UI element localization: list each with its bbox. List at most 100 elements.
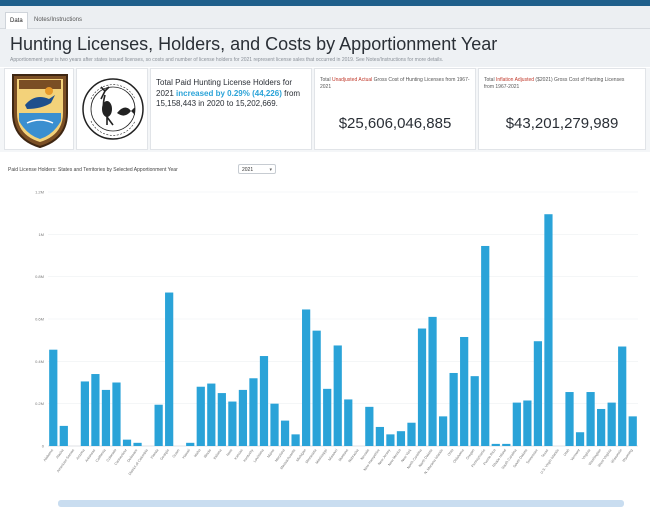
x-tick-label: District of Columbia — [128, 448, 149, 476]
bar[interactable] — [80, 381, 89, 446]
bar[interactable] — [375, 426, 384, 446]
x-tick-label: Maine — [266, 448, 275, 458]
bar[interactable] — [270, 403, 279, 446]
y-tick-label: 0.2M — [35, 401, 44, 406]
year-select[interactable]: 2021 ▾ — [238, 164, 276, 174]
kpi-holders-change: increased by 0.29% (44,226) — [176, 88, 282, 98]
tab-notes-instructions[interactable]: Notes/Instructions — [34, 17, 83, 23]
bar[interactable] — [196, 386, 205, 446]
year-select-value: 2021 — [242, 167, 254, 173]
bar[interactable] — [502, 443, 511, 446]
y-tick-label: 0.8M — [35, 274, 44, 279]
usfws-logo-card — [4, 68, 74, 150]
y-tick-label: 1M — [38, 232, 44, 237]
bar[interactable] — [122, 439, 132, 446]
x-tick-label: Ohio — [447, 448, 455, 457]
x-tick-label: Nebraska — [348, 448, 360, 463]
kpi-adjusted-label-suffix: ($2021) Gross Cost of Hunting Licenses f… — [484, 77, 625, 90]
bar[interactable] — [575, 432, 585, 446]
bar[interactable] — [165, 292, 174, 446]
page-title: Hunting Licenses, Holders, and Costs by … — [10, 34, 498, 54]
bar[interactable] — [396, 431, 406, 446]
x-tick-label: Delaware — [126, 448, 138, 463]
bar[interactable] — [291, 434, 300, 446]
kpi-row: Total Paid Hunting License Holders for 2… — [0, 68, 650, 152]
x-tick-label: Wyoming — [622, 448, 634, 463]
x-tick-label: Utah — [563, 448, 571, 457]
x-tick-label: Indiana — [213, 448, 223, 460]
bar[interactable] — [238, 389, 248, 446]
bar[interactable] — [481, 245, 490, 446]
wsfr-logo-card — [76, 68, 148, 150]
bar[interactable] — [449, 372, 458, 446]
chart-scrollbar-thumb[interactable] — [58, 500, 624, 507]
bar[interactable] — [618, 346, 627, 446]
bar[interactable] — [460, 336, 469, 446]
bar[interactable] — [407, 422, 416, 446]
bar[interactable] — [438, 416, 448, 446]
kpi-adjusted-label: Total Inflation Adjusted ($2021) Gross C… — [484, 77, 634, 91]
bar[interactable] — [280, 420, 290, 446]
bar[interactable] — [323, 388, 332, 446]
x-tick-label: Arizona — [75, 448, 85, 460]
bar[interactable] — [228, 401, 237, 446]
bar[interactable] — [565, 392, 574, 446]
x-tick-label: Iowa — [226, 448, 234, 457]
usfws-seal-icon — [12, 74, 68, 149]
y-tick-label: 1.2M — [35, 190, 44, 195]
bar[interactable] — [417, 328, 427, 446]
kpi-holders-suffix: from 15,158,443 in 2020 to 15,202,669. — [156, 88, 301, 109]
bar[interactable] — [186, 442, 195, 446]
bar[interactable] — [249, 378, 258, 446]
bar[interactable] — [49, 349, 58, 446]
bar[interactable] — [217, 393, 226, 446]
kpi-holders-prefix: Total Paid Hunting License Holders for 2… — [156, 78, 293, 98]
x-tick-label: Nevada — [360, 448, 370, 460]
bar[interactable] — [101, 389, 111, 446]
page-subtitle: Apportionment year is two years after st… — [10, 57, 444, 63]
bar[interactable] — [365, 406, 374, 446]
bar[interactable] — [333, 345, 342, 446]
page-header: Hunting Licenses, Holders, and Costs by … — [0, 29, 650, 67]
bar[interactable] — [302, 309, 311, 446]
bar[interactable] — [386, 434, 395, 446]
bar[interactable] — [207, 383, 216, 446]
bar[interactable] — [428, 316, 437, 446]
bar[interactable] — [512, 402, 521, 446]
kpi-adjusted-cost: Total Inflation Adjusted ($2021) Gross C… — [478, 68, 646, 150]
bar[interactable] — [628, 416, 637, 446]
top-bar — [0, 0, 650, 6]
tab-data[interactable]: Data — [5, 12, 28, 29]
bar[interactable] — [470, 376, 479, 446]
bar[interactable] — [344, 399, 353, 446]
x-tick-label: Texas — [541, 448, 550, 458]
bar[interactable] — [59, 425, 68, 446]
x-tick-label: Georgia — [159, 448, 170, 461]
y-tick-label: 0.4M — [35, 359, 44, 364]
bar[interactable] — [544, 214, 553, 446]
bar[interactable] — [607, 402, 616, 446]
chart-scrollbar[interactable] — [58, 500, 624, 507]
kpi-adjusted-value: $43,201,279,989 — [505, 115, 619, 132]
bar[interactable] — [112, 382, 121, 447]
x-tick-label: Vermont — [570, 448, 581, 461]
x-tick-label: Oregon — [465, 448, 475, 460]
x-tick-label: Florida — [150, 448, 160, 459]
x-tick-label: Louisiana — [253, 448, 265, 463]
bar[interactable] — [597, 408, 606, 446]
kpi-unadjusted-cost: Total Unadjusted Actual Gross Cost of Hu… — [314, 68, 476, 150]
bar[interactable] — [491, 443, 500, 446]
chevron-down-icon: ▾ — [269, 167, 272, 173]
bar[interactable] — [154, 404, 163, 446]
bar[interactable] — [133, 442, 142, 446]
bar[interactable] — [523, 400, 532, 446]
x-tick-label: Alaska — [55, 448, 64, 459]
bar[interactable] — [91, 374, 100, 446]
x-tick-label: Virginia — [581, 448, 591, 460]
bar[interactable] — [259, 356, 269, 446]
bar[interactable] — [312, 330, 321, 446]
tab-bar: Data Notes/Instructions — [0, 6, 650, 29]
kpi-license-holders: Total Paid Hunting License Holders for 2… — [150, 68, 312, 150]
bar[interactable] — [586, 392, 595, 446]
bar[interactable] — [533, 341, 543, 446]
